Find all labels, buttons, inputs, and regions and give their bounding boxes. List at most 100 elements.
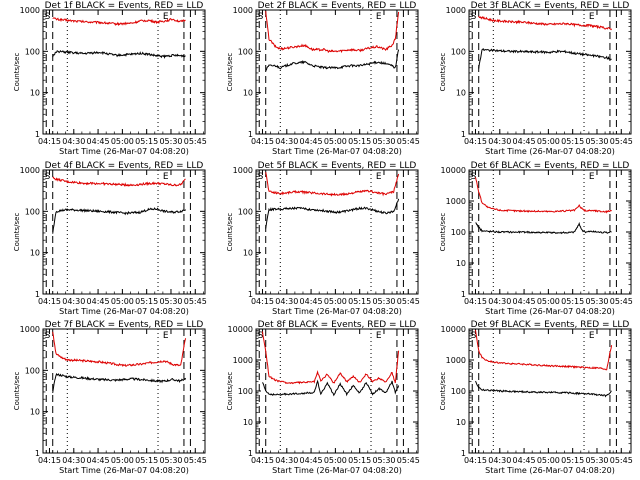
y-axis-label: Counts/sec — [13, 213, 21, 252]
x-tick-label: 05:00 — [111, 137, 134, 146]
x-tick-label: 05:45 — [610, 137, 633, 146]
panel-title: Det 3f BLACK = Events, RED = LLD — [471, 1, 630, 11]
plot-frame — [42, 328, 206, 454]
x-tick-label: 05:00 — [537, 297, 560, 306]
y-tick-label: 10000 — [228, 325, 253, 334]
x-tick-label: 04:15 — [38, 297, 61, 306]
panel-title: Det 9f BLACK = Events, RED = LLD — [471, 320, 630, 330]
end-marker: E — [376, 331, 382, 341]
series-lld-line — [262, 331, 400, 385]
x-tick-label: 04:30 — [62, 297, 85, 306]
x-tick-label: 05:00 — [537, 137, 560, 146]
y-tick-label: 100 — [238, 387, 253, 396]
y-tick-label: 1 — [461, 130, 466, 139]
x-tick-label: 04:30 — [488, 137, 511, 146]
y-tick-label: 10 — [243, 249, 253, 258]
x-tick-label: 05:00 — [111, 297, 134, 306]
y-tick-label: 10000 — [441, 325, 466, 334]
plot-frame — [255, 9, 419, 135]
y-tick-label: 1 — [35, 449, 40, 458]
x-axis-label: Start Time (26-Mar-07 04:08:20) — [272, 466, 402, 475]
y-tick-label: 100 — [451, 387, 466, 396]
y-tick-label: 1 — [248, 290, 253, 299]
y-tick-label: 10000 — [441, 166, 466, 175]
y-tick-label: 10 — [456, 259, 466, 268]
panel-1: Det 1f BLACK = Events, RED = LLD 1 10 100 10… — [13, 1, 207, 156]
y-axis-label: Counts/sec — [13, 372, 21, 411]
x-axis-label: Start Time (26-Mar-07 04:08:20) — [59, 307, 189, 316]
series-events-line — [265, 49, 400, 71]
x-tick-label: 05:30 — [372, 297, 395, 306]
series-events-line — [52, 49, 186, 60]
series-lld-line — [52, 17, 186, 27]
panel-title: Det 8f BLACK = Events, RED = LLD — [258, 320, 417, 330]
x-tick-label: 05:45 — [610, 297, 633, 306]
x-tick-label: 04:45 — [300, 456, 323, 465]
x-tick-label: 05:00 — [324, 297, 347, 306]
y-axis-label: Counts/sec — [226, 372, 234, 411]
x-tick-label: 04:30 — [275, 456, 298, 465]
y-tick-label: 10 — [30, 408, 40, 417]
x-axis-label: Start Time (26-Mar-07 04:08:20) — [272, 147, 402, 156]
x-tick-label: 04:30 — [62, 137, 85, 146]
start-marker: S — [258, 331, 264, 341]
y-tick-label: 1000 — [233, 356, 253, 365]
x-tick-label: 04:45 — [513, 137, 536, 146]
start-marker: S — [45, 331, 51, 341]
y-axis-label: Counts/sec — [226, 213, 234, 252]
y-tick-label: 10 — [456, 418, 466, 427]
panels-grid: Det 1f BLACK = Events, RED = LLD11010010… — [13, 1, 633, 475]
y-tick-label: 100 — [451, 228, 466, 237]
x-tick-label: 05:15 — [348, 456, 371, 465]
y-tick-label: 10 — [30, 249, 40, 258]
panel-title: Det 6f BLACK = Events, RED = LLD — [471, 161, 630, 171]
y-tick-label: 1000 — [20, 166, 40, 175]
y-tick-label: 100 — [25, 366, 40, 375]
series-lld-line — [475, 177, 612, 214]
y-tick-label: 1 — [248, 449, 253, 458]
y-tick-label: 1000 — [20, 6, 40, 15]
plot-frame — [42, 9, 206, 135]
series-lld-line — [478, 15, 612, 31]
panel-4: Det 4f BLACK = Events, RED = LLD 1 10 100 10… — [13, 161, 207, 316]
panel-title: Det 5f BLACK = Events, RED = LLD — [258, 161, 417, 171]
series-lld-line — [475, 330, 613, 371]
x-tick-label: 05:45 — [610, 456, 633, 465]
panel-title: Det 7f BLACK = Events, RED = LLD — [45, 320, 204, 330]
x-tick-label: 04:45 — [300, 137, 323, 146]
x-tick-label: 05:15 — [348, 137, 371, 146]
x-tick-label: 04:30 — [488, 297, 511, 306]
y-tick-label: 1 — [248, 130, 253, 139]
x-axis-label: Start Time (26-Mar-07 04:08:20) — [272, 307, 402, 316]
x-tick-label: 05:00 — [111, 456, 134, 465]
panel-title: Det 2f BLACK = Events, RED = LLD — [258, 1, 417, 11]
panel-7: Det 7f BLACK = Events, RED = LLD 1 10 100 10… — [13, 320, 207, 475]
y-tick-label: 100 — [451, 47, 466, 56]
y-tick-label: 100 — [25, 207, 40, 216]
y-tick-label: 100 — [25, 47, 40, 56]
start-marker: S — [471, 172, 477, 182]
series-events-line — [262, 379, 400, 397]
x-tick-label: 05:15 — [135, 297, 158, 306]
series-events-line — [265, 198, 400, 229]
x-tick-label: 04:45 — [87, 456, 110, 465]
end-marker: E — [589, 331, 595, 341]
start-marker: S — [45, 12, 51, 22]
x-tick-label: 05:15 — [561, 297, 584, 306]
x-tick-label: 05:15 — [561, 456, 584, 465]
x-tick-label: 05:30 — [159, 456, 182, 465]
x-tick-label: 04:45 — [513, 297, 536, 306]
x-tick-label: 05:45 — [397, 297, 420, 306]
end-marker: E — [376, 172, 382, 182]
y-axis-label: Counts/sec — [226, 53, 234, 92]
x-tick-label: 05:00 — [324, 137, 347, 146]
x-tick-label: 04:45 — [87, 137, 110, 146]
plot-frame — [255, 328, 419, 454]
panel-8: Det 8f BLACK = Events, RED = LLD 1 10 100 10… — [226, 320, 420, 475]
y-tick-label: 1000 — [233, 6, 253, 15]
plot-frame — [255, 169, 419, 295]
x-tick-label: 05:15 — [348, 297, 371, 306]
x-tick-label: 04:15 — [251, 297, 274, 306]
x-tick-label: 05:15 — [135, 456, 158, 465]
